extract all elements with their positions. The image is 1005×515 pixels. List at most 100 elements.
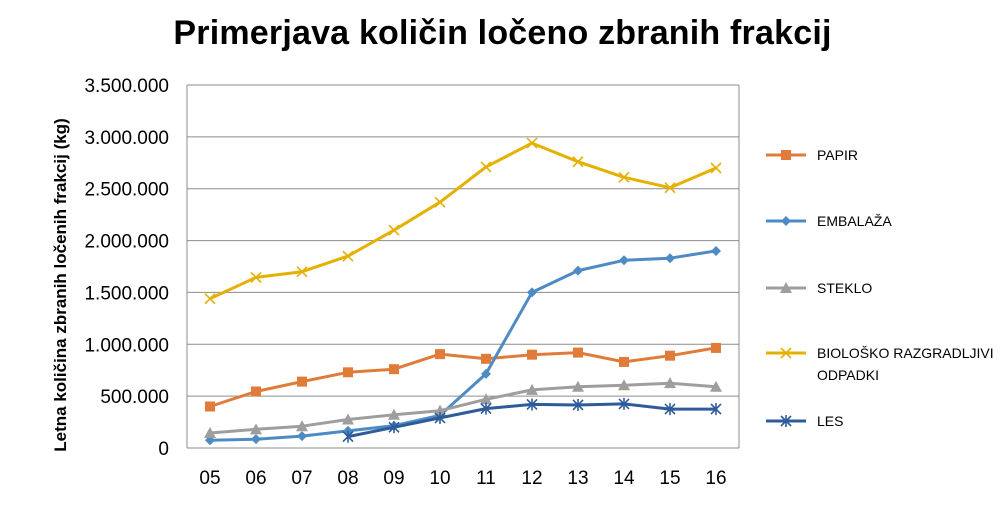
series-steklo	[204, 377, 722, 438]
data-point	[710, 403, 722, 416]
data-point	[434, 404, 446, 416]
data-point	[572, 156, 584, 168]
legend-label: ODPADKI	[817, 367, 879, 383]
x-tick-label: 13	[567, 468, 588, 489]
data-point	[480, 393, 492, 405]
legend-marker	[780, 347, 792, 359]
series-line	[209, 346, 717, 408]
data-point	[296, 420, 308, 432]
data-point	[710, 380, 722, 392]
legend-item: EMBALAŽA	[766, 213, 892, 229]
y-tick-label: 2.000.000	[84, 232, 169, 253]
legend-item: LES	[766, 413, 843, 429]
x-tick-label: 11	[476, 468, 496, 489]
series-biolo-ko-razgradljivi-odpadki	[204, 137, 722, 305]
data-point	[434, 196, 446, 208]
x-tick-label: 14	[613, 468, 635, 489]
data-point	[342, 430, 354, 443]
x-tick-label: 07	[291, 468, 312, 489]
data-point	[480, 402, 492, 415]
data-point	[526, 383, 538, 395]
chart-title: Primerjava količin ločeno zbranih frakci…	[173, 14, 832, 52]
y-tick-label: 2.500.000	[84, 180, 169, 201]
series-line	[209, 381, 717, 435]
series-line	[209, 249, 717, 442]
legend-label: PAPIR	[817, 147, 858, 163]
data-point	[343, 367, 353, 378]
legend-item: STEKLO	[766, 280, 872, 296]
data-point	[526, 398, 538, 411]
x-tick-label: 08	[337, 468, 358, 489]
data-point	[711, 342, 721, 353]
legend-marker	[780, 415, 792, 427]
data-point	[389, 364, 399, 375]
data-point	[664, 377, 676, 389]
legend-label: BIOLOŠKO RAZGRADLJIVI	[817, 345, 994, 361]
y-tick-label: 3.000.000	[84, 128, 169, 149]
data-point	[388, 421, 400, 434]
data-point	[251, 434, 261, 445]
data-point	[572, 380, 584, 392]
legend-label: LES	[817, 413, 843, 429]
data-point	[481, 353, 491, 364]
data-point	[250, 423, 262, 435]
y-tick-label: 0	[158, 439, 169, 460]
data-point	[434, 411, 446, 424]
series-line	[209, 141, 717, 301]
x-axis-ticks: 05 06 07 08 09 10 11 12 13 14 15 16	[199, 468, 726, 489]
data-point	[342, 413, 354, 425]
x-tick-label: 05	[199, 468, 220, 489]
legend-marker	[780, 282, 792, 293]
data-point	[527, 287, 537, 298]
data-point	[388, 408, 400, 420]
series-papir	[205, 342, 721, 412]
y-tick-label: 1.500.000	[84, 283, 169, 304]
data-point	[665, 253, 675, 264]
y-axis-ticks: 0 500.000 1.000.000 1.500.000 2.000.000 2.500…	[84, 76, 169, 460]
data-point	[619, 255, 629, 266]
y-tick-label: 500.000	[100, 387, 169, 408]
data-point	[572, 398, 584, 411]
data-point	[204, 293, 216, 305]
data-point	[204, 426, 216, 438]
series-embala-a	[205, 245, 721, 446]
data-point	[388, 224, 400, 236]
legend-marker	[781, 216, 791, 226]
data-point	[297, 431, 307, 442]
data-point	[297, 376, 307, 387]
data-point	[251, 386, 261, 397]
data-point	[481, 368, 491, 379]
data-point	[526, 137, 538, 149]
x-tick-label: 15	[659, 468, 680, 489]
legend-label: EMBALAŽA	[817, 213, 892, 229]
legend: PAPIR EMBALAŽA STEKLO BIOLOŠKO RAZGRADLJIVI…	[766, 147, 994, 429]
data-point	[710, 162, 722, 174]
legend-item: PAPIR	[766, 147, 858, 163]
data-point	[664, 182, 676, 194]
data-point	[573, 265, 583, 276]
data-point	[296, 266, 308, 278]
data-point	[480, 161, 492, 173]
series-les	[342, 397, 722, 443]
data-point	[664, 403, 676, 416]
data-point	[619, 356, 629, 367]
y-tick-label: 1.000.000	[84, 335, 169, 356]
data-point	[527, 349, 537, 360]
data-point	[618, 397, 630, 410]
data-point	[618, 171, 630, 183]
x-tick-label: 10	[429, 468, 450, 489]
data-point	[435, 349, 445, 360]
y-tick-label: 3.500.000	[84, 76, 169, 97]
x-tick-label: 06	[245, 468, 266, 489]
data-point	[205, 401, 215, 412]
data-point	[711, 245, 721, 256]
data-point	[573, 347, 583, 358]
x-tick-label: 12	[521, 468, 542, 489]
data-point	[618, 379, 630, 391]
x-tick-label: 16	[705, 468, 726, 489]
legend-label: STEKLO	[817, 280, 872, 296]
series-lines	[204, 137, 722, 446]
y-axis-title: Letna količina zbranih ločenih frakcij (…	[51, 118, 70, 451]
data-point	[665, 350, 675, 361]
